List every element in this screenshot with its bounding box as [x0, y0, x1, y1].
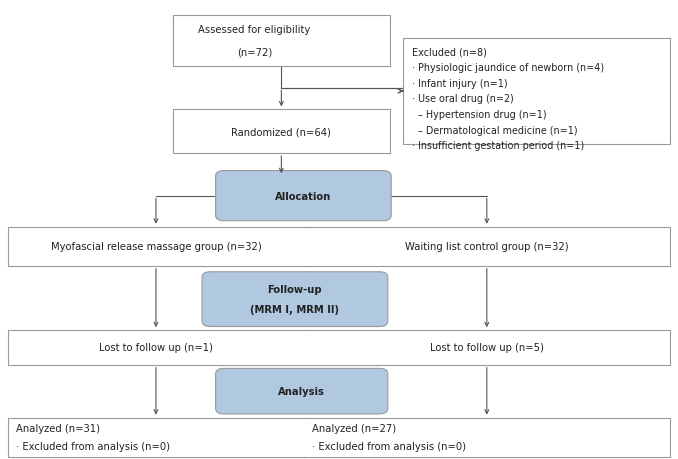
FancyBboxPatch shape	[202, 272, 388, 327]
Text: · Excluded from analysis (n=0): · Excluded from analysis (n=0)	[312, 441, 466, 451]
Text: Lost to follow up (n=1): Lost to follow up (n=1)	[99, 343, 213, 353]
Text: Analyzed (n=31): Analyzed (n=31)	[16, 423, 100, 433]
Text: · Infant injury (n=1): · Infant injury (n=1)	[412, 78, 507, 89]
FancyBboxPatch shape	[216, 171, 391, 221]
FancyBboxPatch shape	[8, 227, 670, 266]
Text: – Dermatological medicine (n=1): – Dermatological medicine (n=1)	[412, 125, 577, 135]
Text: Excluded (n=8): Excluded (n=8)	[412, 47, 486, 57]
Text: Randomized (n=64): Randomized (n=64)	[231, 127, 332, 137]
Text: Analyzed (n=27): Analyzed (n=27)	[312, 423, 396, 433]
Text: Waiting list control group (n=32): Waiting list control group (n=32)	[405, 242, 569, 252]
Text: · Excluded from analysis (n=0): · Excluded from analysis (n=0)	[16, 441, 170, 451]
Text: Assessed for eligibility: Assessed for eligibility	[198, 25, 311, 35]
FancyBboxPatch shape	[403, 39, 670, 145]
Text: (n=72): (n=72)	[237, 48, 272, 58]
FancyBboxPatch shape	[8, 330, 670, 365]
Text: · Physiologic jaundice of newborn (n=4): · Physiologic jaundice of newborn (n=4)	[412, 63, 603, 73]
Text: Follow-up: Follow-up	[268, 285, 322, 294]
Text: Myofascial release massage group (n=32): Myofascial release massage group (n=32)	[51, 242, 261, 252]
FancyBboxPatch shape	[216, 369, 388, 414]
Text: (MRM I, MRM II): (MRM I, MRM II)	[250, 305, 340, 314]
FancyBboxPatch shape	[173, 16, 390, 67]
Text: · Insufficient gestation period (n=1): · Insufficient gestation period (n=1)	[412, 141, 584, 151]
Text: · Use oral drug (n=2): · Use oral drug (n=2)	[412, 94, 513, 104]
Text: Analysis: Analysis	[278, 386, 325, 396]
FancyBboxPatch shape	[173, 110, 390, 154]
Text: Lost to follow up (n=5): Lost to follow up (n=5)	[430, 343, 544, 353]
Text: Allocation: Allocation	[275, 191, 332, 201]
FancyBboxPatch shape	[8, 418, 670, 457]
Text: – Hypertension drug (n=1): – Hypertension drug (n=1)	[412, 110, 546, 120]
